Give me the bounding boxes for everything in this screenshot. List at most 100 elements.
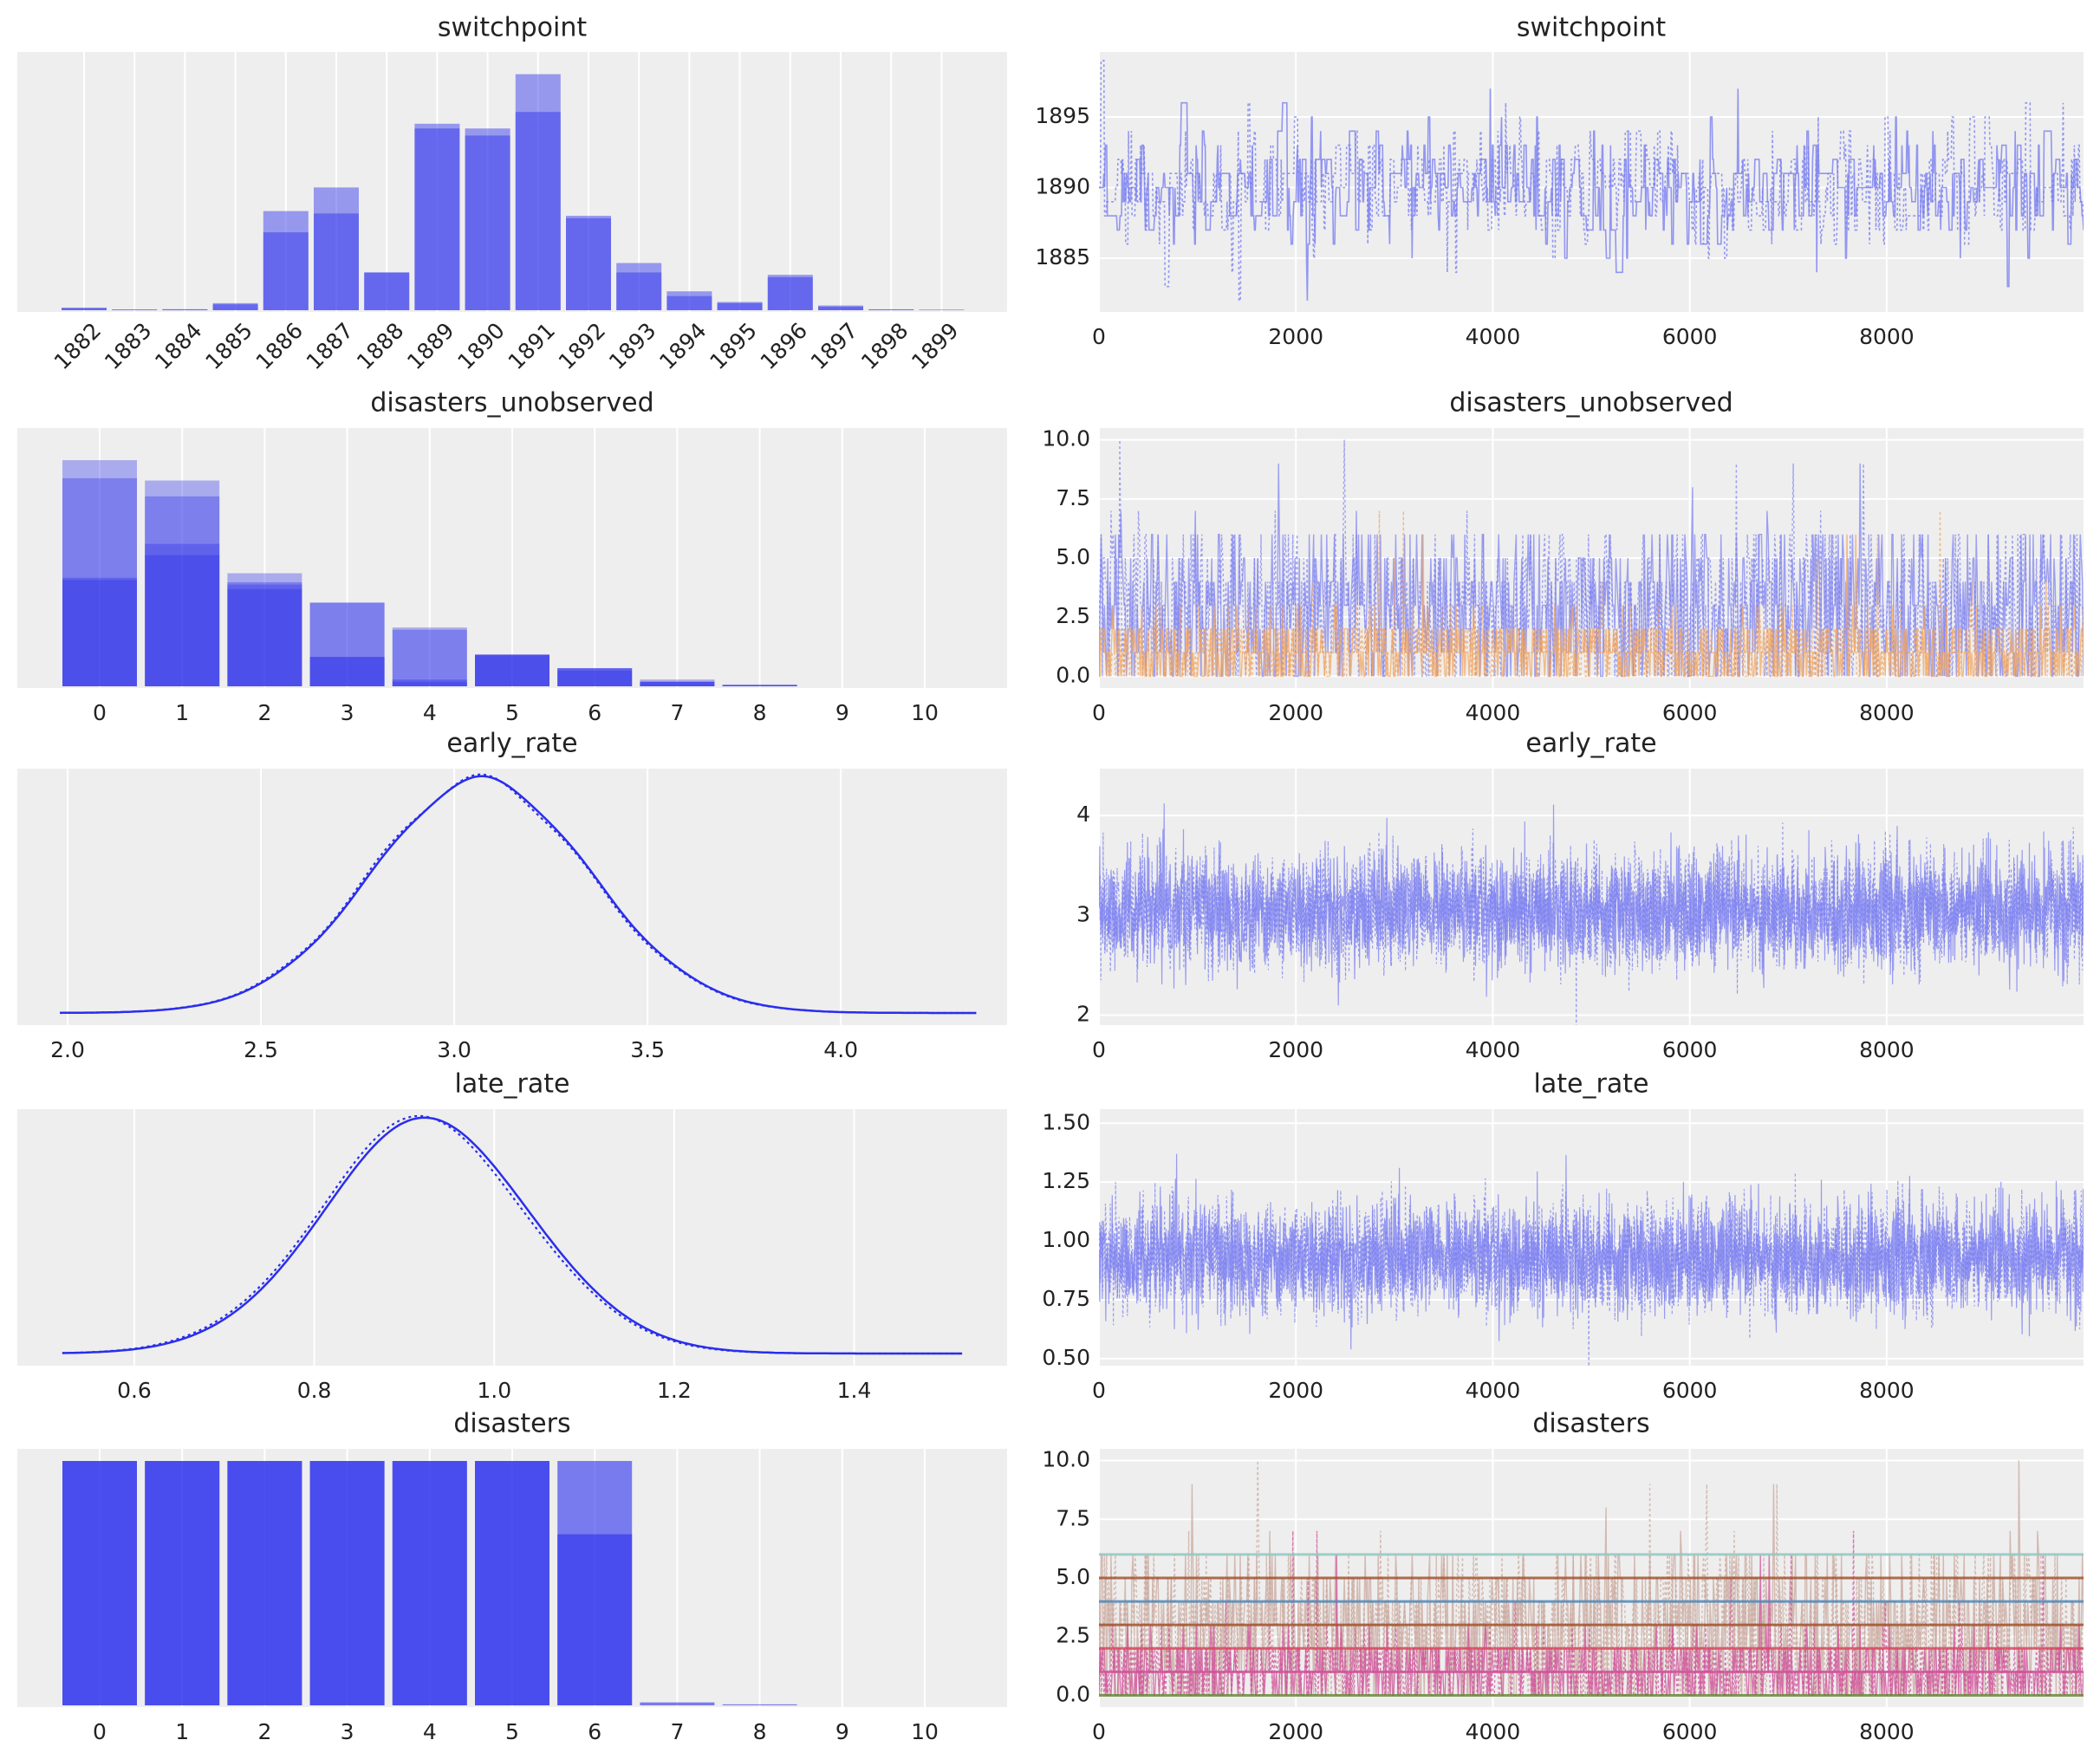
panel-6 [17,1109,1007,1366]
tick-label-x: 1885 [200,318,257,374]
panel-title: late_rate [1534,1069,1649,1100]
bar-0 [62,1461,137,1705]
tick-label-y: 0.0 [1056,1681,1090,1706]
tick-label-x: 1 [175,700,189,725]
tick-label-y: 0.75 [1042,1286,1090,1311]
tick-label-x: 1896 [756,318,812,374]
tick-label-y: 7.5 [1056,485,1090,510]
bar-1 [145,496,220,686]
bar-4 [392,679,467,686]
tick-label-x: 7 [670,1719,684,1744]
tick-label-x: 3.0 [437,1037,471,1062]
bar-4 [392,629,467,686]
bar-6 [557,670,633,686]
panel-8 [17,1449,1007,1707]
tick-label-x: 2 [257,700,271,725]
tick-label-x: 2000 [1268,1378,1323,1403]
bar-2 [227,584,302,686]
panel-2 [17,428,1007,688]
trace-line-chain-2 [1099,60,2084,302]
panel-title: switchpoint [1517,13,1667,43]
tick-label-x: 4000 [1466,1378,1521,1403]
trace-line-chain-2 [1099,822,2084,1025]
bar-8 [722,685,797,686]
tick-label-x: 3 [341,700,354,725]
bar-1 [145,1461,220,1705]
tick-label-y: 1.50 [1042,1109,1090,1134]
tick-label-y: 2 [1076,1001,1090,1026]
bar-1884 [162,308,208,310]
bar-8 [722,685,797,686]
bar-2 [227,573,302,686]
panel-title: disasters_unobserved [370,388,653,419]
tick-label-y: 0.50 [1042,1345,1090,1370]
bar-1891 [515,74,561,310]
tick-label-x: 4000 [1466,324,1521,349]
tick-label-x: 8000 [1859,700,1915,725]
bar-5 [475,654,549,686]
bar-7 [640,681,715,686]
tick-label-x: 0.8 [297,1378,332,1403]
bar-1890 [465,128,510,310]
tick-label-x: 6000 [1662,1378,1718,1403]
tick-label-x: 0 [1092,324,1106,349]
tick-label-x: 10 [911,1719,939,1744]
bar-8 [722,685,797,686]
tick-label-x: 2 [257,1719,271,1744]
trace-group [1099,1460,2084,1697]
bar-1882 [62,308,107,310]
bar-3 [309,1461,385,1705]
panel-title: disasters [453,1409,570,1439]
bar-1882 [62,308,107,310]
tick-label-x: 1891 [504,318,560,374]
panel-7 [1098,1109,2084,1366]
bar-1892 [566,216,611,310]
tick-label-x: 1886 [251,318,308,374]
panel-0 [17,52,1007,312]
bar-1893 [616,263,662,310]
tick-label-x: 1895 [705,318,761,374]
bar-1889 [414,128,460,310]
tick-label-y: 1.25 [1042,1168,1090,1193]
tick-label-y: 1885 [1035,244,1090,269]
bar-3 [309,602,385,686]
tick-label-x: 5 [505,700,519,725]
tick-label-y: 10.0 [1042,1447,1090,1472]
bar-1883 [112,309,158,310]
bar-1888 [364,272,410,310]
tick-label-y: 3 [1076,901,1090,926]
bar-1894 [666,295,712,310]
bar-1886 [263,232,309,310]
bar-5 [475,654,549,686]
trace-line-imputed-2-chain-2 [1099,1530,2084,1697]
bar-7 [640,679,715,686]
panel-0-background [17,52,1007,312]
bar-1894 [666,291,712,310]
bar-2 [227,1461,302,1705]
density-line-chain-2 [62,1114,963,1355]
trace-group [1099,1153,2084,1366]
trace-line-chain-1 [1099,88,2084,302]
bar-5 [475,654,549,686]
tick-label-x: 1893 [604,318,660,374]
bar-6 [557,1534,633,1705]
tick-label-x: 0 [1092,1378,1106,1403]
bar-1883 [112,309,158,310]
bar-0 [62,460,137,686]
tick-label-x: 8000 [1859,1037,1915,1062]
trace-group [1099,439,2084,678]
bar-1898 [868,308,914,310]
tick-label-y: 10.0 [1042,426,1090,451]
tick-label-x: 8000 [1859,1719,1915,1744]
trace-group [1099,60,2084,302]
tick-label-x: 0 [1092,1719,1106,1744]
bar-4 [392,627,467,686]
bar-4 [392,681,467,686]
bar-2 [227,588,302,686]
bar-1897 [818,305,863,310]
bar-1899 [919,309,965,310]
bar-7 [640,681,715,686]
panel-title: early_rate [446,729,577,759]
tick-label-y: 1890 [1035,174,1090,199]
